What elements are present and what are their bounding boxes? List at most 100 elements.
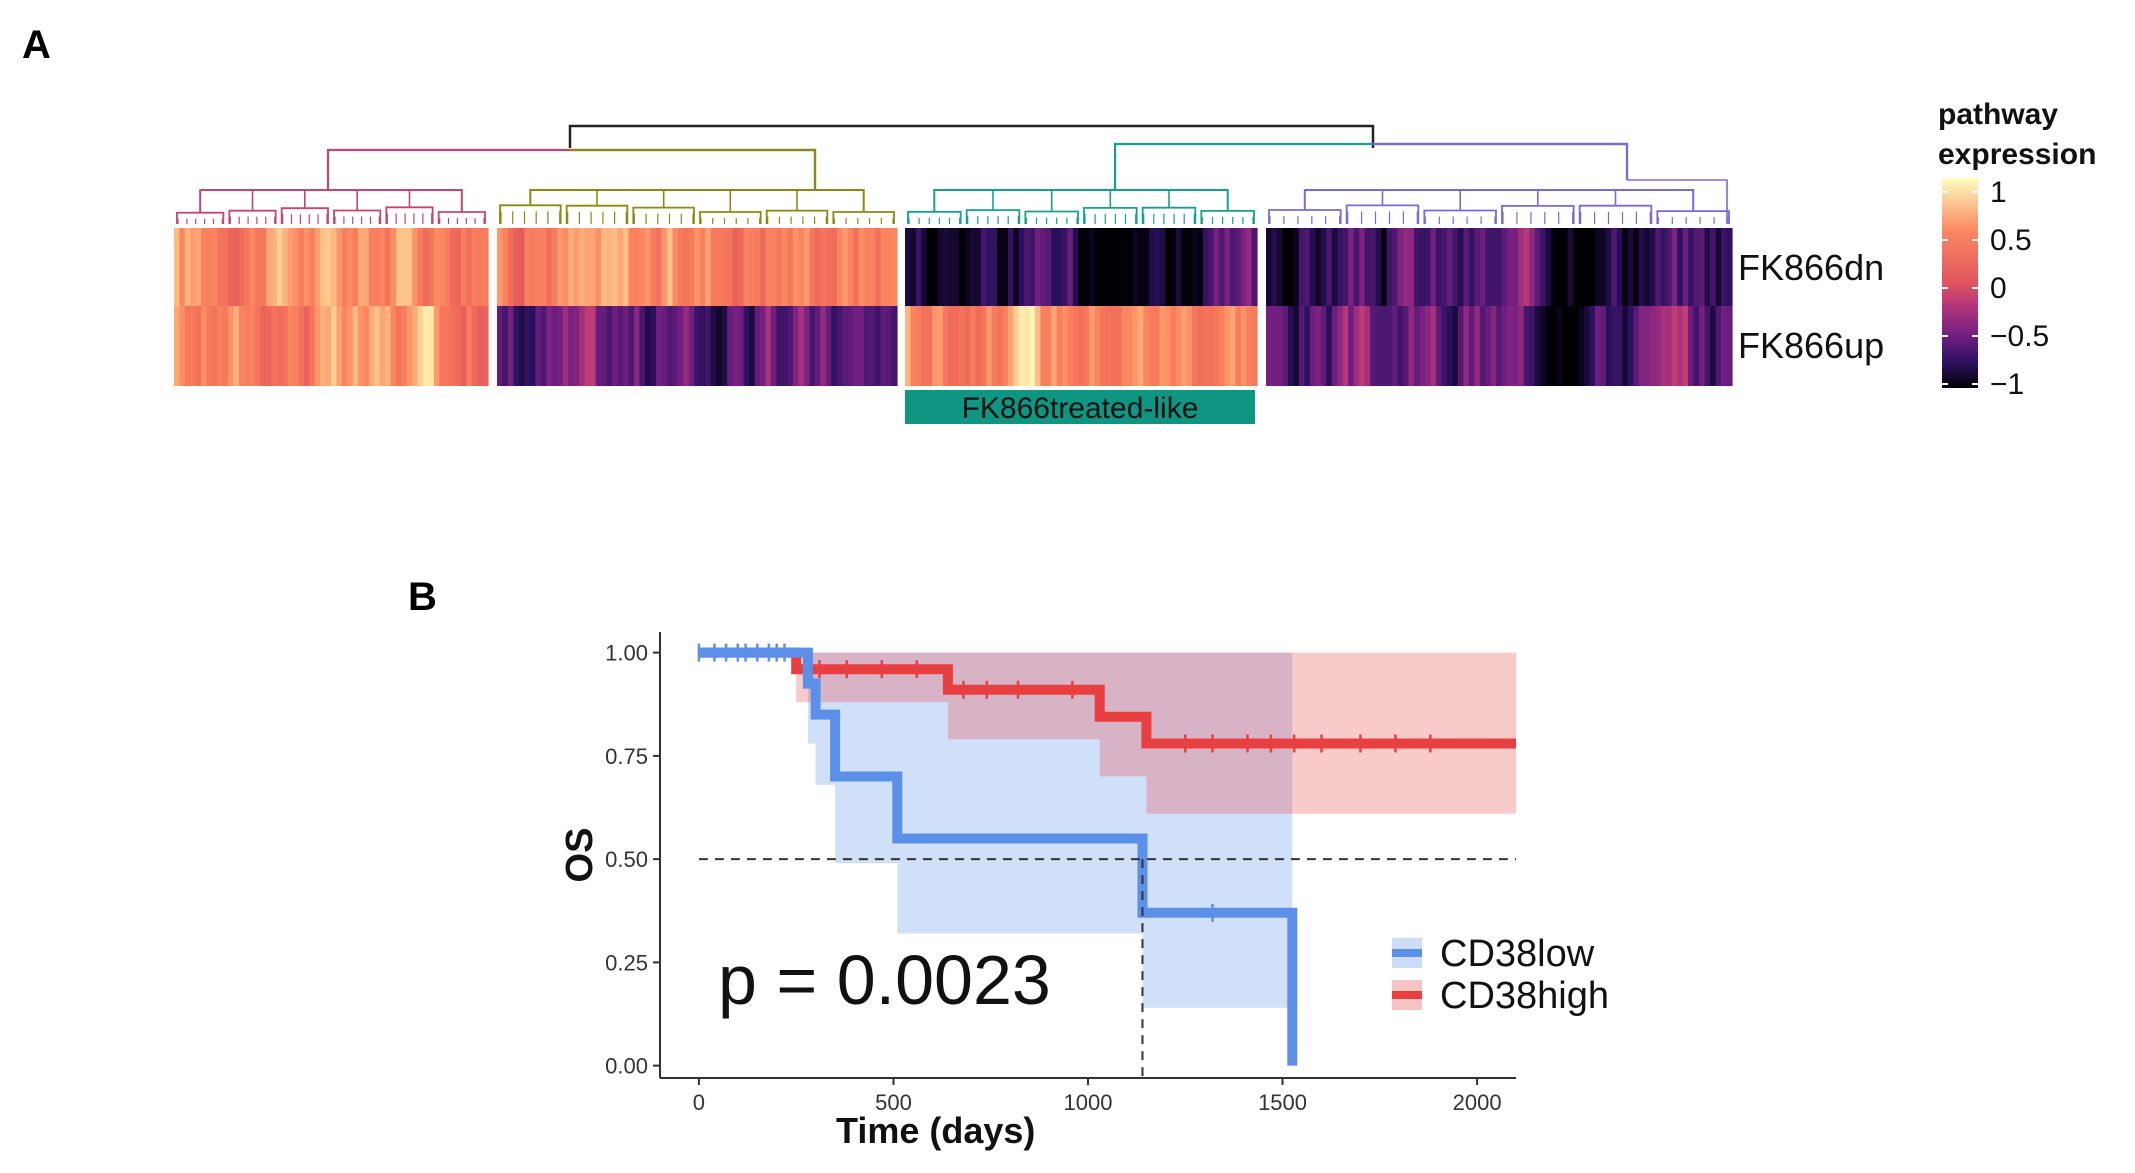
heatmap-cell	[1616, 228, 1623, 306]
heatmap-cell	[266, 228, 273, 306]
heatmap-cell	[1671, 306, 1678, 386]
heatmap-cell	[650, 306, 657, 386]
heatmap-cell	[1721, 306, 1728, 386]
legend-label-cd38low: CD38low	[1440, 933, 1595, 975]
heatmap-cell	[633, 306, 641, 386]
heatmap-cell	[980, 228, 987, 306]
heatmap-cell	[1616, 306, 1623, 386]
heatmap-cell	[1304, 306, 1311, 386]
heatmap-cell	[905, 306, 912, 386]
heatmap-cell	[1644, 306, 1651, 386]
heatmap-cell	[1589, 306, 1596, 386]
heatmap-cell	[298, 306, 305, 386]
heatmap-cell	[1143, 306, 1150, 386]
heatmap-cell	[836, 306, 843, 386]
dendrogram-mid-link	[1373, 142, 1629, 180]
heatmap-cell	[1627, 228, 1634, 306]
heatmap-cell	[1364, 306, 1371, 386]
heatmap-cell	[886, 306, 893, 386]
heatmap-cell	[282, 306, 289, 386]
heatmap-cell	[201, 306, 208, 386]
heatmap-cell	[433, 306, 440, 386]
heatmap-cell	[683, 306, 690, 386]
dendrogram-branch	[907, 210, 962, 224]
heatmap-cell	[1364, 228, 1371, 306]
heatmap-cell	[1457, 306, 1464, 386]
dendrogram-branch	[765, 209, 829, 224]
heatmap-cell	[1110, 228, 1117, 306]
heatmap-cell	[1276, 228, 1284, 306]
heatmap-cell	[825, 306, 832, 386]
heatmap-cell	[770, 228, 778, 306]
heatmap-cell	[1381, 228, 1388, 306]
heatmap-cell	[179, 228, 186, 306]
heatmap-cell	[1523, 228, 1530, 306]
heatmap-cell	[1164, 306, 1171, 386]
heatmap-cell	[233, 228, 240, 306]
heatmap-cell	[1726, 228, 1733, 306]
heatmap-cell	[644, 228, 652, 306]
heatmap-cell	[1359, 228, 1366, 306]
heatmap-cell	[1611, 306, 1618, 386]
heatmap-cell	[858, 228, 865, 306]
heatmap-cell	[1386, 228, 1393, 306]
heatmap-cell	[379, 306, 386, 386]
heatmap-cell	[1468, 228, 1475, 306]
heatmap-cell	[1414, 306, 1421, 386]
heatmap-cell	[551, 306, 558, 386]
heatmap-cell	[869, 306, 876, 386]
heatmap-cell	[760, 228, 767, 306]
heatmap-cell	[891, 228, 898, 306]
heatmap-cell	[644, 306, 652, 386]
heatmap-cell	[677, 228, 684, 306]
heatmap-cell	[260, 228, 267, 306]
heatmap-cell	[721, 306, 728, 386]
heatmap-cell	[754, 228, 761, 306]
x-tick-label: 0	[693, 1090, 705, 1115]
heatmap-cell	[661, 306, 668, 386]
heatmap-cell	[1105, 228, 1112, 306]
heatmap-cell	[809, 228, 816, 306]
heatmap-cell	[1213, 228, 1220, 306]
heatmap-cell	[1235, 306, 1242, 386]
heatmap-cell	[1479, 306, 1486, 386]
heatmap-cell	[1320, 306, 1327, 386]
heatmap-cell	[287, 228, 294, 306]
heatmap-cell	[314, 228, 321, 306]
dendrogram-branch	[1345, 204, 1420, 224]
heatmap-cell	[915, 306, 922, 386]
heatmap-cell	[926, 306, 933, 386]
heatmap-cell	[765, 306, 772, 386]
heatmap-cell	[184, 306, 191, 386]
heatmap-cell	[1029, 306, 1036, 386]
heatmap-cell	[374, 228, 381, 306]
heatmap-cell	[1304, 228, 1311, 306]
heatmap-cell	[336, 228, 343, 306]
heatmap-cell	[623, 306, 630, 386]
dendrogram-branch	[280, 207, 329, 224]
heatmap-cell	[1594, 306, 1602, 386]
panel-a-label: A	[22, 23, 51, 67]
heatmap-cell	[1202, 306, 1209, 386]
heatmap-cell	[612, 228, 619, 306]
heatmap-cell	[368, 306, 375, 386]
heatmap-cell	[1452, 306, 1459, 386]
heatmap-cell	[601, 228, 608, 306]
heatmap-cell	[1293, 306, 1300, 386]
heatmap-cell	[1159, 228, 1166, 306]
y-tick-label: 1.00	[605, 641, 648, 666]
heatmap-cell	[1235, 228, 1242, 306]
heatmap-cell	[910, 228, 917, 306]
heatmap-cell	[390, 228, 397, 306]
heatmap-cell	[1370, 228, 1377, 306]
heatmap-cell	[705, 306, 712, 386]
heatmap-cell	[546, 228, 553, 306]
heatmap-cell	[921, 306, 928, 386]
heatmap-cell	[314, 306, 321, 386]
heatmap-cell	[385, 306, 392, 386]
heatmap-cell	[1224, 228, 1231, 306]
heatmap-cell	[792, 228, 799, 306]
x-tick-label: 1000	[1064, 1090, 1113, 1115]
dendrogram-branch	[965, 209, 1021, 224]
heatmap-cell	[803, 228, 810, 306]
